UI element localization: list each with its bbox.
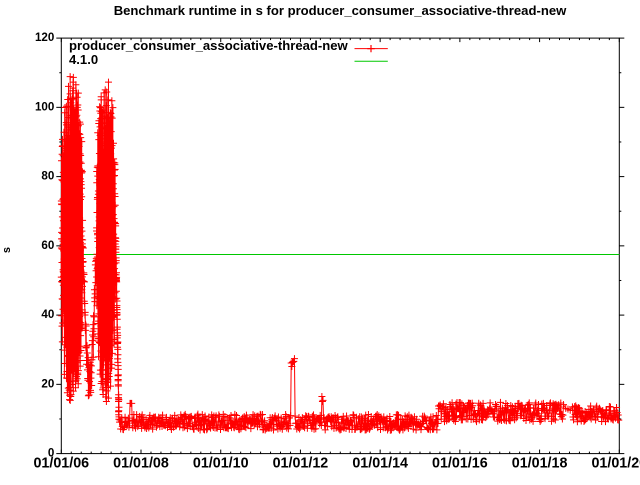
svg-text:80: 80 [41, 170, 54, 183]
svg-text:01/01/18: 01/01/18 [512, 456, 568, 472]
svg-text:01/01/06: 01/01/06 [33, 456, 89, 472]
svg-text:40: 40 [41, 308, 54, 321]
svg-text:01/01/20: 01/01/20 [591, 456, 640, 472]
svg-text:100: 100 [35, 100, 54, 113]
svg-text:4.1.0: 4.1.0 [69, 52, 98, 67]
svg-text:20: 20 [41, 377, 54, 390]
svg-text:01/01/14: 01/01/14 [352, 456, 408, 472]
svg-text:s: s [1, 247, 13, 253]
svg-text:01/01/12: 01/01/12 [273, 456, 329, 472]
svg-text:60: 60 [41, 239, 54, 252]
svg-text:producer_consumer_associative-: producer_consumer_associative-thread-new [69, 38, 349, 53]
svg-text:120: 120 [35, 31, 54, 44]
svg-text:01/01/16: 01/01/16 [432, 456, 488, 472]
svg-text:01/01/10: 01/01/10 [193, 456, 249, 472]
svg-text:01/01/08: 01/01/08 [113, 456, 169, 472]
svg-text:Benchmark runtime in s for pro: Benchmark runtime in s for producer_cons… [114, 3, 567, 18]
